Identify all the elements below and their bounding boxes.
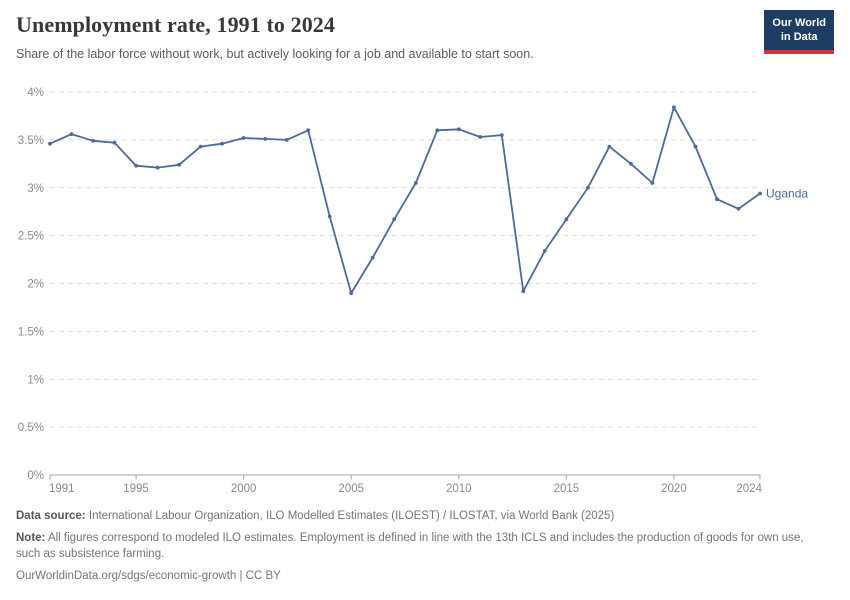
data-point[interactable] (177, 162, 182, 167)
data-point[interactable] (607, 144, 612, 149)
data-point[interactable] (499, 133, 504, 138)
owid-logo-line2: in Data (780, 30, 818, 43)
data-point[interactable] (542, 249, 547, 253)
line-chart[interactable]: 0% 0.5% 1% 1.5% 2% 2.5% 3% 3.5% 4% 1991 1995 2000 20… (0, 0, 850, 505)
data-point[interactable] (327, 214, 332, 219)
y-axis-label: 0% (27, 470, 44, 482)
data-point[interactable] (263, 137, 268, 141)
note-line: Note: All figures correspond to modeled … (16, 530, 828, 563)
data-point[interactable] (456, 127, 461, 132)
owid-logo[interactable]: Our World in Data (764, 10, 834, 54)
x-axis-label: 2005 (338, 483, 364, 495)
data-point[interactable] (586, 185, 590, 190)
data-point[interactable] (155, 165, 160, 170)
data-source-line: Data source: International Labour Organi… (16, 508, 828, 525)
data-point[interactable] (693, 144, 698, 149)
x-axis-label: 2000 (231, 483, 257, 495)
data-point[interactable] (349, 291, 354, 295)
data-point[interactable] (413, 181, 418, 185)
data-point[interactable] (736, 206, 741, 211)
data-point[interactable] (521, 289, 526, 294)
data-point[interactable] (478, 135, 483, 139)
citation-line: OurWorldinData.org/sdgs/economic-growth … (16, 570, 281, 583)
data-source-label: Data source: (16, 510, 86, 522)
chart-header: Unemployment rate, 1991 to 2024 Share of… (16, 10, 834, 61)
owid-logo-line1: Our World (772, 17, 826, 29)
data-point[interactable] (91, 138, 95, 143)
series-label-uganda[interactable]: Uganda (766, 186, 808, 200)
data-point[interactable] (69, 132, 74, 137)
x-axis-label: 2010 (446, 483, 472, 495)
chart-subtitle: Share of the labor force without work, b… (16, 47, 534, 61)
note-label: Note: (16, 531, 46, 544)
y-axis-label: 3% (27, 183, 44, 195)
y-axis-label: 4% (27, 87, 44, 99)
x-axis-label: 1991 (49, 483, 75, 495)
data-point[interactable] (370, 255, 375, 260)
x-axis-label: 2024 (736, 483, 762, 495)
x-axis-label: 2015 (554, 483, 580, 495)
data-point[interactable] (284, 138, 289, 142)
page-title: Unemployment rate, 1991 to 2024 (16, 12, 335, 37)
y-axis-label: 2% (27, 279, 44, 291)
data-point[interactable] (306, 128, 311, 133)
data-point[interactable] (435, 128, 440, 133)
y-axis-label: 3.5% (18, 135, 44, 147)
x-axis-label: 2020 (661, 483, 687, 495)
y-axis-label: 1.5% (18, 326, 44, 338)
data-point[interactable] (629, 161, 633, 166)
data-point[interactable] (715, 197, 719, 202)
x-axis-label: 1995 (123, 483, 149, 495)
note-text: All figures correspond to modeled ILO es… (16, 531, 804, 561)
y-axis-label: 0.5% (18, 422, 44, 434)
data-point[interactable] (564, 217, 569, 222)
data-point[interactable] (650, 181, 655, 185)
y-axis-label: 2.5% (18, 231, 44, 243)
data-point[interactable] (198, 144, 203, 149)
data-point[interactable] (672, 105, 676, 110)
data-point[interactable] (112, 140, 117, 145)
data-point[interactable] (758, 191, 762, 196)
data-point[interactable] (220, 141, 225, 146)
y-axis-label: 1% (27, 374, 44, 386)
data-source-text: International Labour Organization, ILO M… (88, 510, 615, 522)
data-point[interactable] (134, 163, 139, 168)
data-point[interactable] (48, 141, 52, 146)
uganda-line-series[interactable] (49, 106, 761, 295)
data-point[interactable] (241, 136, 246, 140)
chart-footer: Data source: International Labour Organi… (16, 508, 828, 590)
data-point[interactable] (392, 217, 397, 222)
